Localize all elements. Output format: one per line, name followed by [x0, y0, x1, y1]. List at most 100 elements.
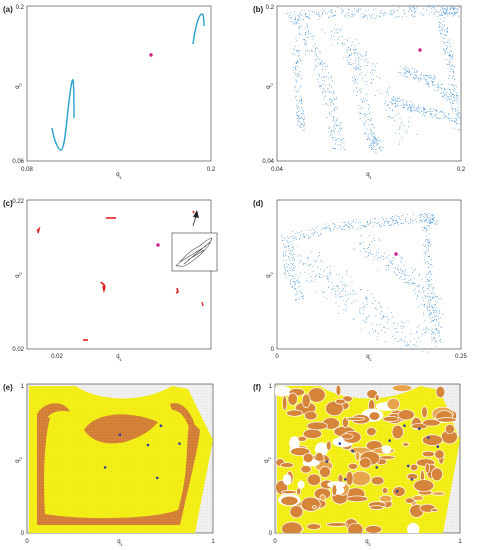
basin-blob — [354, 451, 361, 461]
scatter-point — [359, 308, 361, 310]
scatter-point — [352, 15, 354, 17]
scatter-point — [388, 308, 390, 310]
scatter-point — [296, 114, 298, 116]
basin-blob — [307, 387, 326, 403]
scatter-point — [385, 316, 386, 318]
scatter-point — [295, 61, 297, 63]
scatter-point — [380, 10, 382, 12]
scatter-point — [407, 68, 409, 70]
scatter-point — [414, 77, 416, 79]
scatter-point — [440, 32, 441, 34]
scatter-point — [403, 12, 405, 14]
scatter-point — [417, 337, 419, 338]
scatter-point — [444, 89, 446, 91]
scatter-point — [289, 283, 291, 285]
scatter-point — [350, 13, 352, 15]
scatter-point — [421, 214, 423, 215]
scatter-point — [421, 351, 423, 353]
scatter-point — [446, 12, 448, 14]
scatter-point — [304, 129, 306, 131]
scatter-point — [407, 345, 409, 347]
scatter-point — [424, 220, 426, 222]
scatter-point — [404, 340, 406, 342]
scatter-point — [415, 76, 417, 78]
scatter-point — [458, 116, 460, 118]
scatter-point — [302, 236, 304, 238]
scatter-point — [443, 117, 445, 119]
scatter-point — [306, 36, 308, 38]
scatter-point — [367, 61, 369, 63]
scatter-point — [426, 327, 428, 329]
scatter-point — [440, 88, 442, 90]
scatter-point — [315, 291, 316, 293]
scatter-point — [448, 67, 450, 69]
scatter-point — [398, 7, 400, 9]
scatter-point — [322, 9, 324, 11]
scatter-point — [442, 83, 444, 85]
scatter-point — [453, 79, 455, 81]
scatter-point — [453, 100, 455, 102]
scatter-point — [435, 113, 437, 115]
scatter-point — [458, 103, 460, 105]
scatter-point — [335, 98, 337, 100]
scatter-point — [309, 50, 311, 52]
scatter-point — [429, 111, 431, 113]
scatter-point — [404, 282, 406, 284]
scatter-point — [411, 14, 413, 16]
scatter-point — [432, 218, 433, 220]
scatter-point — [359, 242, 361, 244]
scatter-point — [296, 105, 298, 106]
plot-frame — [276, 199, 462, 350]
scatter-point — [421, 333, 423, 335]
scatter-point — [300, 95, 302, 97]
scatter-point — [338, 37, 340, 39]
scatter-point — [380, 305, 381, 307]
scatter-point — [393, 223, 395, 225]
scatter-point — [392, 12, 394, 14]
scatter-point — [298, 15, 300, 17]
scatter-point — [414, 8, 415, 10]
scatter-point — [299, 281, 301, 283]
scatter-point — [343, 309, 345, 311]
scatter-point — [447, 31, 449, 33]
scatter-point — [354, 222, 356, 223]
scatter-point — [423, 304, 425, 305]
scatter-point — [431, 284, 433, 286]
scatter-point — [429, 241, 431, 243]
scatter-point — [418, 325, 420, 327]
scatter-point — [367, 135, 369, 137]
scatter-point — [376, 138, 378, 140]
scatter-point — [457, 118, 459, 119]
scatter-point — [296, 279, 298, 281]
scatter-point — [426, 274, 428, 276]
scatter-point — [330, 230, 332, 232]
scatter-point — [320, 233, 322, 234]
scatter-point — [301, 118, 303, 120]
scatter-point — [372, 328, 374, 330]
scatter-point — [354, 293, 356, 294]
scatter-point — [428, 272, 430, 273]
scatter-point — [420, 214, 422, 216]
scatter-point — [444, 29, 446, 31]
scatter-point — [283, 253, 285, 255]
scatter-point — [401, 321, 403, 323]
scatter-point — [356, 66, 358, 68]
scatter-point — [432, 214, 434, 216]
scatter-point — [443, 113, 445, 115]
scatter-point — [331, 34, 333, 36]
scatter-point — [301, 113, 303, 115]
scatter-point — [373, 136, 375, 138]
scatter-point — [452, 15, 454, 17]
scatter-point — [432, 215, 434, 217]
fixed-point — [159, 424, 163, 428]
scatter-point — [373, 140, 375, 142]
basin-blob — [379, 494, 393, 503]
scatter-point — [360, 222, 362, 224]
scatter-point — [371, 68, 373, 70]
scatter-point — [438, 310, 440, 312]
scatter-point — [317, 78, 319, 80]
scatter-point — [365, 51, 367, 53]
scatter-point — [401, 222, 403, 224]
scatter-point — [440, 298, 442, 300]
scatter-point — [302, 264, 304, 266]
